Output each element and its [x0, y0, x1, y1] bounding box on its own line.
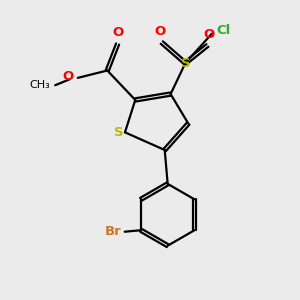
- Text: CH₃: CH₃: [29, 80, 50, 90]
- Text: O: O: [155, 25, 166, 38]
- Text: Cl: Cl: [216, 24, 230, 37]
- Text: O: O: [112, 26, 123, 39]
- Text: S: S: [181, 57, 190, 70]
- Text: O: O: [203, 28, 214, 41]
- Text: O: O: [62, 70, 74, 83]
- Text: S: S: [114, 126, 123, 139]
- Text: Br: Br: [105, 225, 122, 238]
